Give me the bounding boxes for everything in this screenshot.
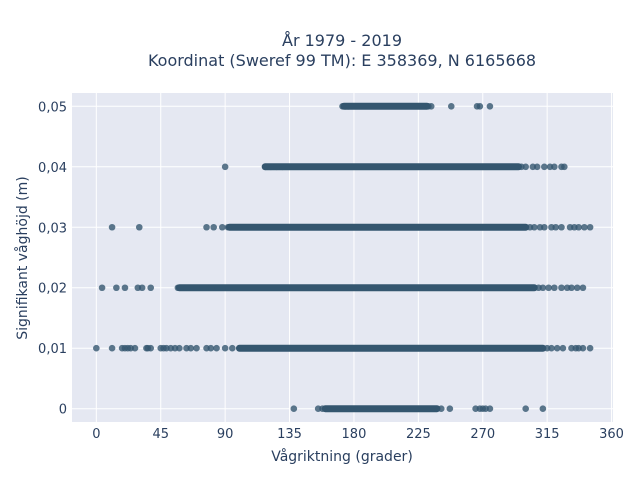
data-point	[228, 344, 236, 352]
data-point	[447, 103, 455, 110]
data-point	[193, 344, 200, 352]
data-point	[486, 103, 494, 110]
x-tick-label: 225	[406, 427, 431, 442]
data-point	[437, 405, 445, 412]
data-point	[541, 223, 548, 231]
data-point	[131, 344, 139, 352]
data-point	[561, 163, 568, 171]
data-point	[548, 344, 555, 352]
data-point	[427, 103, 435, 110]
data-point	[541, 163, 548, 171]
data-point	[135, 223, 143, 231]
data-point	[558, 223, 565, 231]
y-axis-title: Signifikant våghöjd (m)	[14, 176, 31, 339]
data-point	[551, 163, 558, 171]
data-point	[221, 344, 229, 352]
data-point	[218, 223, 226, 231]
y-tick-label: 0	[59, 403, 67, 418]
data-point	[200, 284, 207, 292]
data-point	[579, 284, 587, 292]
data-point	[224, 223, 232, 231]
x-tick-label: 315	[535, 427, 560, 442]
data-point	[573, 284, 581, 292]
data-point	[290, 405, 298, 412]
data-point	[193, 284, 200, 292]
data-point	[476, 103, 484, 110]
data-point	[279, 163, 286, 171]
data-point	[147, 284, 155, 292]
data-point	[568, 284, 575, 292]
data-point	[207, 344, 215, 352]
y-tick-label: 0,02	[38, 282, 67, 297]
data-point	[446, 405, 454, 412]
chart-title-line-2: Koordinat (Sweref 99 TM): E 358369, N 61…	[148, 51, 536, 70]
data-point	[533, 163, 541, 171]
data-point	[539, 405, 547, 412]
data-point	[530, 223, 538, 231]
x-tick-label: 90	[217, 427, 234, 442]
data-point	[559, 344, 567, 352]
data-point	[344, 103, 352, 110]
data-point	[121, 284, 129, 292]
x-axis-title: Vågriktning (grader)	[271, 448, 413, 465]
data-point	[486, 405, 494, 412]
data-point	[273, 163, 280, 171]
chart-title-line-1: År 1979 - 2019	[282, 31, 402, 50]
x-tick-label: 135	[277, 427, 302, 442]
data-point	[575, 223, 582, 231]
data-point	[522, 163, 529, 171]
data-point	[113, 284, 120, 292]
data-point	[586, 223, 594, 231]
data-point	[213, 344, 220, 352]
data-point	[545, 284, 552, 292]
data-point	[586, 344, 594, 352]
data-point	[98, 284, 106, 292]
data-point	[552, 223, 560, 231]
data-point	[187, 344, 195, 352]
y-tick-label: 0,04	[38, 161, 67, 176]
data-point	[108, 344, 116, 352]
data-point	[221, 163, 229, 171]
data-point	[183, 284, 190, 292]
data-point	[581, 223, 588, 231]
data-point	[138, 284, 146, 292]
data-point	[147, 344, 155, 352]
y-tick-label: 0,05	[38, 100, 67, 115]
x-axis-ticks: 0 45 90 135 180 225 270 315 360	[92, 427, 624, 442]
data-point	[108, 223, 116, 231]
y-tick-label: 0,03	[38, 221, 67, 236]
data-point	[210, 223, 217, 231]
data-point	[553, 344, 561, 352]
data-point	[261, 163, 269, 171]
x-tick-label: 0	[92, 427, 100, 442]
x-tick-label: 270	[470, 427, 495, 442]
data-point	[93, 344, 100, 352]
x-tick-label: 180	[342, 427, 367, 442]
y-axis-ticks: 0 0,01 0,02 0,03 0,04 0,05	[38, 100, 67, 417]
data-point	[551, 284, 558, 292]
data-point	[539, 284, 547, 292]
data-point	[319, 405, 326, 412]
y-tick-label: 0,01	[38, 342, 67, 357]
data-point	[203, 223, 210, 231]
data-point	[267, 163, 275, 171]
data-point	[207, 284, 215, 292]
data-point	[522, 405, 529, 412]
data-points	[93, 102, 594, 413]
plot-area	[72, 93, 613, 422]
data-point	[579, 344, 587, 352]
data-point	[214, 284, 222, 292]
x-tick-label: 45	[152, 427, 169, 442]
data-point	[176, 344, 183, 352]
x-tick-label: 360	[599, 427, 624, 442]
data-point	[558, 284, 565, 292]
